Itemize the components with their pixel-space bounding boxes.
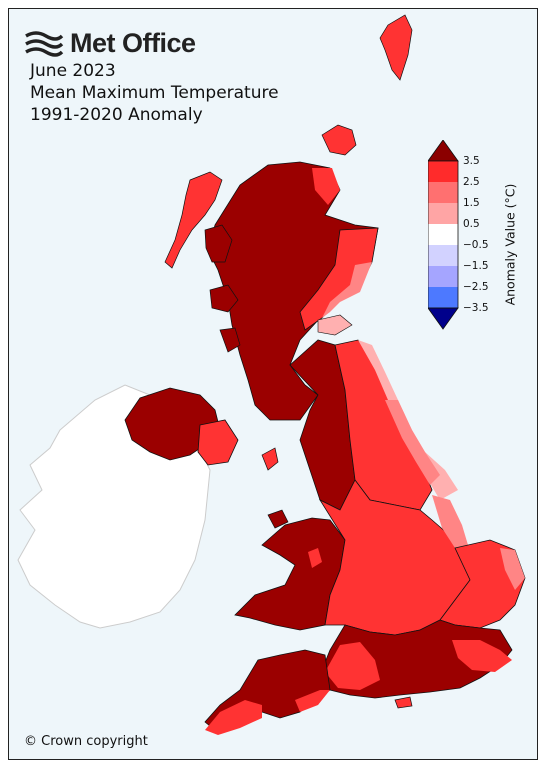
south-coast-red (325, 642, 380, 690)
met-office-logo: Met Office (24, 28, 196, 59)
orkney-islands (321, 124, 357, 156)
scotland-northeast-coast (312, 168, 340, 205)
southeast-coast-red (452, 640, 512, 672)
title-month: June 2023 (30, 61, 116, 81)
colorbar-tick-minus-1-5: −1.5 (463, 260, 489, 272)
colorbar-tick-minus-2-5: −2.5 (463, 281, 489, 293)
colorbar-tick-minus-3-5: −3.5 (463, 302, 489, 314)
scotland-east-coast-pink (322, 262, 372, 318)
colorbar-band-1-5-2-5 (428, 182, 458, 203)
title-variable: Mean Maximum Temperature (30, 83, 279, 103)
outer-hebrides (164, 171, 223, 269)
anglesey (267, 509, 289, 529)
colorbar-tick-3-5: 3.5 (463, 155, 480, 167)
colorbar-tick-2-5: 2.5 (463, 176, 480, 188)
mid-wales-spot (308, 548, 322, 568)
colorbar-band-minus-2-5-minus-3-5 (428, 287, 458, 308)
brand-name: Met Office (70, 28, 196, 58)
colorbar-band-0-5-1-5 (428, 203, 458, 224)
map-title-block: June 2023 Mean Maximum Temperature 1991-… (30, 60, 279, 126)
inner-hebrides (204, 224, 241, 353)
devon-coast-red (295, 690, 330, 712)
scotland-forth-pink (317, 314, 353, 336)
colorbar-tick-0-5: 0.5 (463, 218, 480, 230)
colorbar-band-minus-0-5-minus-1-5 (428, 245, 458, 266)
isle-of-wight (394, 696, 413, 709)
colorbar-tick-minus-0-5: −0.5 (463, 239, 489, 251)
north-east-coast-pink (358, 340, 458, 500)
cornwall-red (205, 700, 262, 735)
isle-of-man (261, 447, 279, 471)
east-anglia-coast-pink (500, 548, 525, 590)
northern-ireland-east-region (197, 419, 239, 466)
anomaly-colorbar (428, 140, 459, 330)
colorbar-title: Anomaly Value (°C) (502, 183, 518, 306)
met-office-wave-icon (25, 30, 64, 57)
colorbar-tick-1-5: 1.5 (463, 197, 480, 209)
colorbar-band-neutral (428, 224, 458, 245)
colorbar-bottom-arrow (428, 307, 459, 330)
wales-region (234, 517, 346, 631)
colorbar-outline (428, 160, 459, 309)
north-east-coast-lightred (385, 400, 440, 485)
colorbar-band-2-5-3-5 (428, 161, 458, 182)
copyright-notice: © Crown copyright (24, 734, 148, 749)
colorbar-top-arrow (428, 140, 459, 162)
shetland-islands (379, 14, 413, 81)
colorbar-band-minus-1-5-minus-2-5 (428, 266, 458, 287)
title-baseline: 1991-2020 Anomaly (30, 105, 203, 125)
lincolnshire-pink (432, 495, 468, 548)
